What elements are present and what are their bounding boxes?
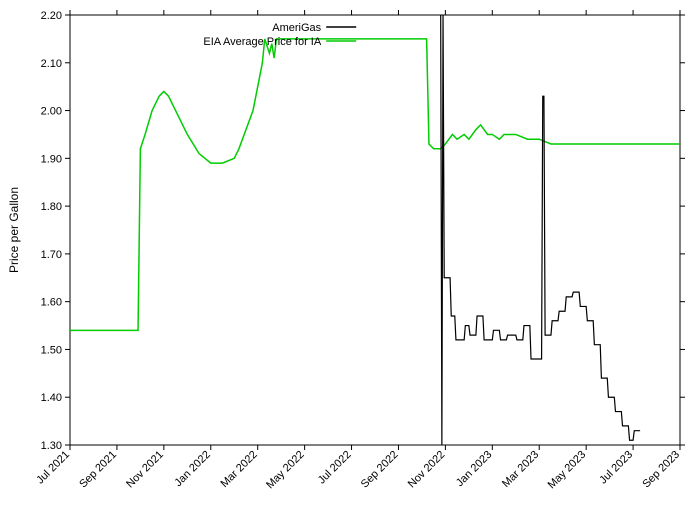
series-line [70,39,680,330]
legend-label: EIA Average Price for IA [203,36,321,48]
ytick-label: 2.00 [41,106,62,118]
xtick-label: Mar 2022 [218,449,259,490]
xtick-label: May 2022 [264,449,307,492]
xtick-label: Jan 2022 [172,449,212,489]
ytick-label: 1.80 [41,201,62,213]
series-line [441,15,640,445]
xtick-label: Nov 2022 [406,449,448,491]
ytick-label: 1.70 [41,249,62,261]
legend-label: AmeriGas [272,22,321,34]
plot-border [70,15,680,445]
chart-svg: 1.30 1.40 1.50 1.60 1.70 1.80 1.90 2.00 2.10 2.20… [0,0,700,525]
xtick-label: Jul 2021 [34,449,72,487]
price-chart: 1.30 1.40 1.50 1.60 1.70 1.80 1.90 2.00 2.10 2.20… [0,0,700,525]
ytick-label: 2.10 [41,58,62,70]
ytick-label: 2.20 [41,10,62,22]
xtick-label: Sep 2021 [77,449,119,491]
xtick-label: May 2023 [546,449,589,492]
xtick-label: Jan 2023 [454,449,494,489]
xtick-label: Sep 2022 [359,449,401,491]
ytick-label: 1.40 [41,392,62,404]
ytick-label: 1.90 [41,153,62,165]
xtick-label: Mar 2023 [500,449,541,490]
ytick-label: 1.50 [41,344,62,356]
xtick-label: Jul 2022 [316,449,354,487]
y-axis-label: Price per Gallon [7,187,21,273]
ytick-label: 1.30 [41,440,62,452]
ytick-label: 1.60 [41,297,62,309]
xtick-label: Nov 2021 [124,449,166,491]
xtick-label: Sep 2023 [640,449,682,491]
xtick-label: Jul 2023 [597,449,635,487]
